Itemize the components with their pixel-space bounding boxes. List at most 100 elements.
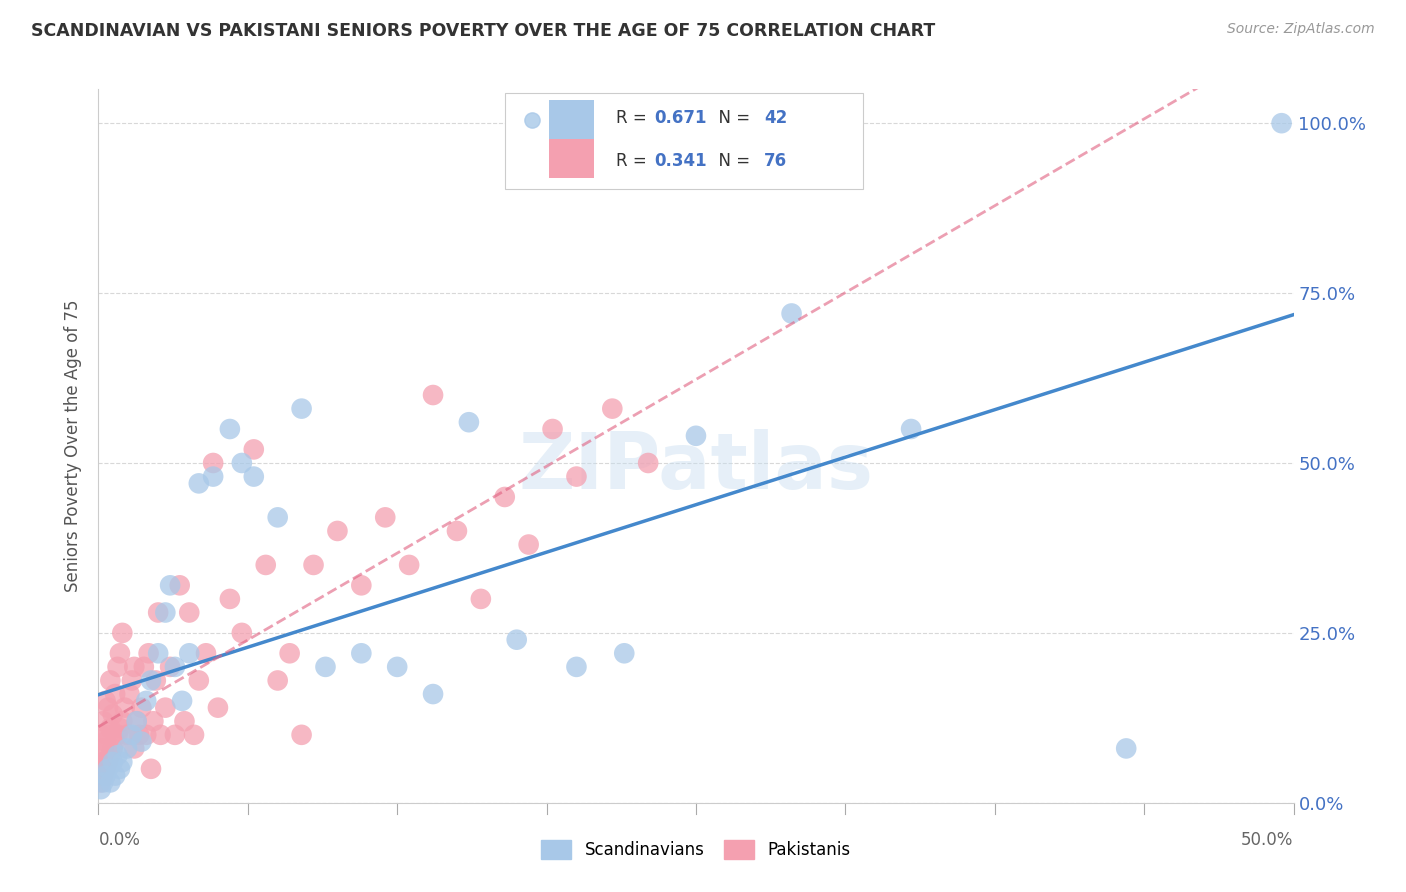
Point <box>900 422 922 436</box>
Point <box>131 700 153 714</box>
Text: 76: 76 <box>763 152 787 169</box>
Text: N =: N = <box>709 152 755 169</box>
Point <box>422 687 444 701</box>
Point <box>202 469 225 483</box>
Point <box>148 606 170 620</box>
Point <box>148 646 170 660</box>
FancyBboxPatch shape <box>505 93 863 189</box>
Point <box>254 558 277 572</box>
Y-axis label: Seniors Poverty Over the Age of 75: Seniors Poverty Over the Age of 75 <box>65 300 83 592</box>
Point <box>458 415 481 429</box>
Point <box>291 728 314 742</box>
Point <box>145 673 167 688</box>
Point <box>243 469 266 483</box>
Point <box>101 741 124 756</box>
Point <box>108 721 131 735</box>
Point <box>291 401 314 416</box>
Point <box>125 714 148 729</box>
Point <box>121 728 143 742</box>
Point <box>121 673 143 688</box>
Point <box>202 456 225 470</box>
Point <box>111 755 134 769</box>
Point <box>565 469 588 483</box>
Point <box>685 429 707 443</box>
Point <box>107 660 129 674</box>
Point <box>111 626 134 640</box>
Point <box>138 646 160 660</box>
Point <box>326 524 349 538</box>
Point <box>118 687 141 701</box>
Point <box>350 578 373 592</box>
Point <box>195 646 218 660</box>
Point <box>91 741 114 756</box>
Point <box>94 694 117 708</box>
Point <box>169 578 191 592</box>
Point <box>541 422 564 436</box>
Point <box>494 490 516 504</box>
Point <box>104 687 127 701</box>
Point <box>131 734 153 748</box>
Point <box>90 748 112 763</box>
Point <box>278 646 301 660</box>
Point <box>135 694 157 708</box>
Point <box>231 456 253 470</box>
Point <box>101 707 124 722</box>
Point <box>446 524 468 538</box>
Point <box>385 660 409 674</box>
Point <box>149 728 172 742</box>
Legend: Scandinavians, Pakistanis: Scandinavians, Pakistanis <box>534 833 858 866</box>
Point <box>374 510 396 524</box>
Point <box>506 632 529 647</box>
Text: 0.341: 0.341 <box>654 152 707 169</box>
Point <box>124 741 146 756</box>
Point <box>90 782 112 797</box>
Point <box>1271 116 1294 130</box>
Point <box>90 762 112 776</box>
Text: Source: ZipAtlas.com: Source: ZipAtlas.com <box>1227 22 1375 37</box>
Point <box>94 762 117 776</box>
Point <box>302 558 325 572</box>
Point <box>613 646 636 660</box>
Point <box>602 401 624 416</box>
Point <box>135 728 157 742</box>
Point <box>142 714 165 729</box>
Point <box>97 762 120 776</box>
Point <box>108 646 131 660</box>
Point <box>139 673 162 688</box>
Point <box>132 660 155 674</box>
Point <box>97 755 120 769</box>
Point <box>124 660 146 674</box>
Point <box>243 442 266 457</box>
Text: R =: R = <box>616 109 652 127</box>
Point <box>637 456 659 470</box>
FancyBboxPatch shape <box>548 100 595 139</box>
Point <box>155 700 177 714</box>
Point <box>94 769 117 783</box>
Point <box>125 714 148 729</box>
Point <box>111 714 134 729</box>
Point <box>91 775 114 789</box>
Point <box>163 660 186 674</box>
Text: 0.671: 0.671 <box>654 109 707 127</box>
Point <box>565 660 588 674</box>
Text: 42: 42 <box>763 109 787 127</box>
Point <box>98 748 122 763</box>
Point <box>108 762 131 776</box>
Text: 50.0%: 50.0% <box>1241 831 1294 849</box>
Point <box>780 306 803 320</box>
Text: R =: R = <box>616 152 652 169</box>
Point <box>159 660 181 674</box>
Point <box>267 673 290 688</box>
Point <box>422 388 444 402</box>
Point <box>470 591 492 606</box>
Point <box>91 755 114 769</box>
Point <box>107 728 129 742</box>
FancyBboxPatch shape <box>548 139 595 178</box>
Point <box>98 721 122 735</box>
Point <box>98 673 122 688</box>
Text: N =: N = <box>709 109 755 127</box>
Point <box>91 769 114 783</box>
Point <box>517 537 540 551</box>
Point <box>101 755 124 769</box>
Point <box>159 578 181 592</box>
